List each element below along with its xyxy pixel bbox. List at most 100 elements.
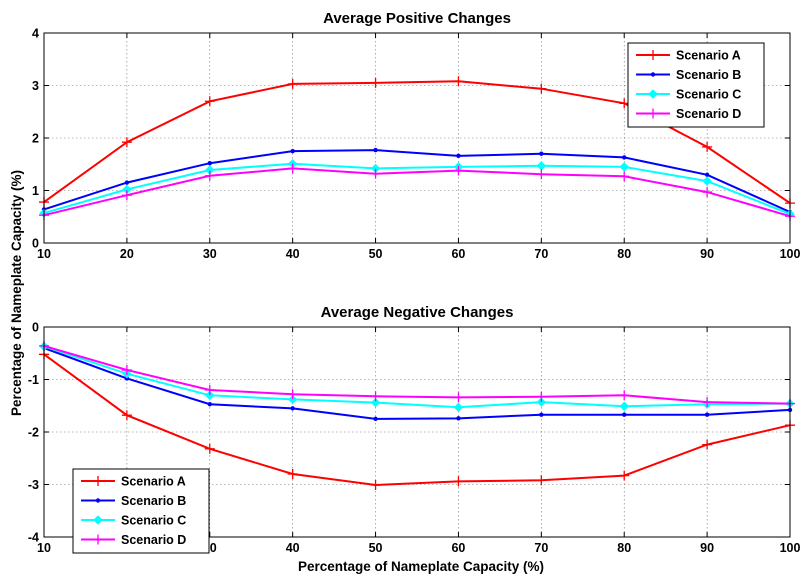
data-point	[207, 161, 212, 166]
legend-label: Scenario A	[676, 49, 741, 63]
legend-marker	[648, 89, 658, 99]
data-point	[121, 137, 132, 148]
data-point	[704, 172, 710, 177]
data-point	[287, 394, 298, 405]
data-point	[370, 480, 381, 491]
y-tick-label: 4	[32, 27, 39, 41]
data-point	[536, 397, 547, 407]
legend-label: Scenario C	[676, 88, 741, 102]
data-point	[124, 180, 130, 185]
y-tick-label: 2	[32, 132, 39, 146]
data-point	[287, 469, 298, 479]
data-point	[124, 376, 130, 381]
data-point	[702, 176, 712, 186]
chart-title: Average Negative Changes	[321, 304, 514, 321]
x-tick-label: 90	[700, 541, 714, 555]
x-tick-label: 60	[451, 541, 465, 555]
series-line	[43, 345, 791, 409]
data-point	[453, 76, 464, 87]
y-tick-label: 1	[32, 184, 39, 198]
data-point	[536, 391, 547, 402]
data-point	[539, 151, 544, 156]
y-tick-label: -1	[28, 373, 39, 387]
data-point	[373, 416, 378, 422]
series-line	[43, 162, 791, 216]
data-point	[453, 392, 464, 403]
series-line	[43, 344, 791, 405]
data-point	[536, 475, 547, 486]
series-line	[43, 353, 791, 487]
shared-x-axis-label: Percentage of Nameplate Capacity (%)	[298, 559, 544, 574]
data-point	[456, 416, 461, 421]
data-point	[290, 148, 295, 154]
data-point	[619, 470, 630, 481]
x-tick-label: 60	[451, 247, 465, 261]
x-tick-label: 40	[286, 541, 300, 555]
y-tick-label: 0	[32, 237, 39, 251]
legend-marker	[648, 108, 658, 119]
legend-marker	[93, 476, 103, 486]
x-tick-label: 100	[780, 247, 801, 261]
legend-label: Scenario A	[121, 475, 186, 489]
series-line	[43, 347, 791, 420]
data-point	[287, 78, 298, 89]
data-point	[373, 147, 378, 153]
data-point	[287, 389, 298, 400]
x-tick-label: 70	[534, 247, 548, 261]
data-point	[453, 402, 464, 413]
data-point	[453, 165, 464, 176]
data-point	[370, 391, 381, 402]
x-tick-label: 50	[369, 541, 383, 555]
x-tick-label: 70	[534, 541, 548, 555]
y-tick-label: 0	[32, 321, 39, 335]
data-point	[702, 397, 713, 408]
data-point	[704, 412, 710, 417]
series-line	[43, 149, 791, 213]
data-point	[619, 171, 630, 182]
shared-y-axis-label: Percentage of Nameplate Capacity (%)	[9, 170, 24, 416]
y-tick-label: -3	[28, 478, 39, 492]
data-point	[619, 390, 630, 401]
data-point	[456, 153, 461, 159]
data-point	[204, 385, 215, 395]
legend-label: Scenario D	[676, 107, 741, 121]
plot-frame	[43, 326, 791, 538]
legend-label: Scenario C	[121, 514, 186, 528]
data-point	[370, 77, 381, 88]
plot-frame	[43, 32, 791, 244]
data-point	[121, 365, 132, 376]
x-tick-label: 50	[369, 247, 383, 261]
data-point	[207, 401, 212, 407]
series-line	[43, 167, 791, 218]
data-point	[702, 141, 713, 152]
x-tick-label: 90	[700, 247, 714, 261]
data-point	[619, 401, 629, 411]
data-point	[205, 390, 215, 400]
data-point	[536, 169, 547, 180]
legend-label: Scenario D	[121, 533, 186, 547]
legend-label: Scenario B	[121, 494, 186, 508]
y-tick-label: 3	[32, 79, 39, 93]
x-tick-label: 100	[780, 541, 801, 555]
data-point	[453, 476, 464, 487]
data-point	[622, 155, 627, 160]
data-point	[287, 163, 298, 174]
legend-marker	[95, 498, 101, 503]
data-point	[702, 187, 713, 198]
x-tick-label: 20	[120, 247, 134, 261]
data-point	[204, 443, 215, 454]
data-point	[204, 96, 215, 107]
data-point	[121, 410, 132, 421]
legend-marker	[93, 515, 103, 525]
series-scenario-d	[39, 340, 795, 409]
legend: Scenario A Scenario B Scenario C Scenario D	[627, 42, 765, 128]
data-point	[539, 412, 544, 417]
data-point	[290, 406, 295, 411]
legend-marker	[93, 534, 103, 545]
data-point	[536, 83, 547, 94]
x-tick-label: 10	[37, 247, 51, 261]
legend: Scenario A Scenario B Scenario C Scenario D	[72, 468, 210, 554]
data-point	[370, 397, 381, 408]
data-point	[622, 412, 627, 417]
